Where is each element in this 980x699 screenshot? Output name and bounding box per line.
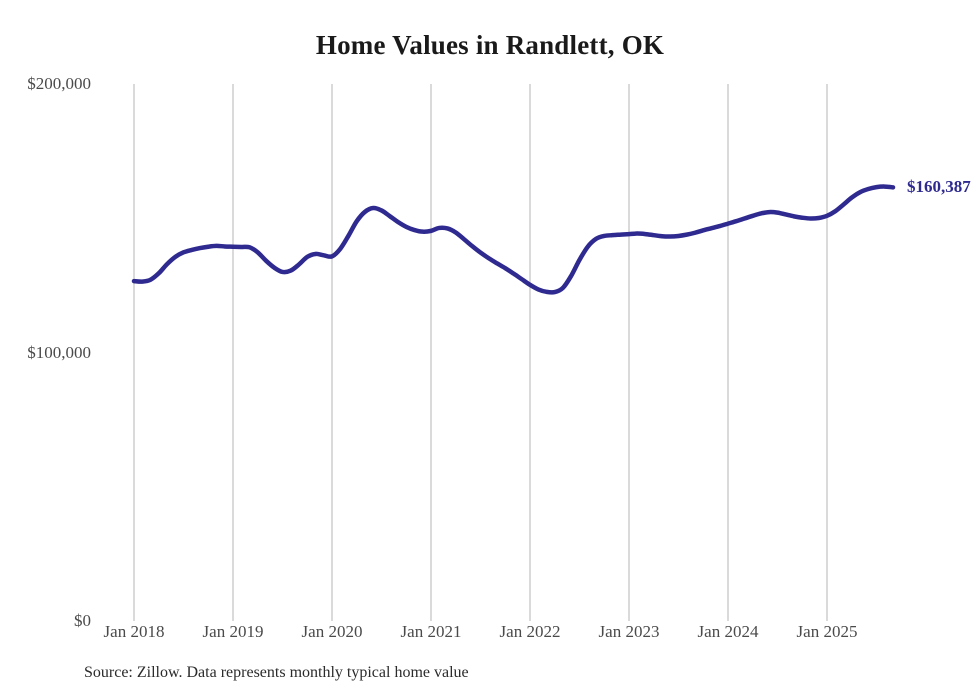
page-title: Home Values in Randlett, OK bbox=[315, 30, 665, 60]
y-axis-tick-label: $100,000 bbox=[27, 342, 91, 362]
y-axis-tick-label: $200,000 bbox=[27, 74, 91, 93]
x-axis-tick-label: Jan 2023 bbox=[598, 622, 660, 641]
series-lines bbox=[131, 184, 896, 295]
x-axis-tick-label: Jan 2025 bbox=[796, 622, 858, 641]
x-axis-tick-label: Jan 2021 bbox=[400, 622, 462, 641]
x-axis-tick-label: Jan 2022 bbox=[499, 622, 561, 641]
gridlines bbox=[133, 84, 828, 621]
x-axis-tick-label: Jan 2019 bbox=[202, 622, 264, 641]
y-axis-tick-label: $0 bbox=[74, 611, 91, 630]
series-line bbox=[131, 184, 896, 295]
end-value-annotation: $160,387 bbox=[907, 177, 971, 197]
x-axis-tick-label: Jan 2024 bbox=[697, 622, 759, 641]
source-footnote: Source: Zillow. Data represents monthly … bbox=[84, 664, 469, 681]
x-axis-tick-label: Jan 2020 bbox=[301, 622, 363, 641]
x-axis-tick-label: Jan 2018 bbox=[103, 622, 165, 641]
